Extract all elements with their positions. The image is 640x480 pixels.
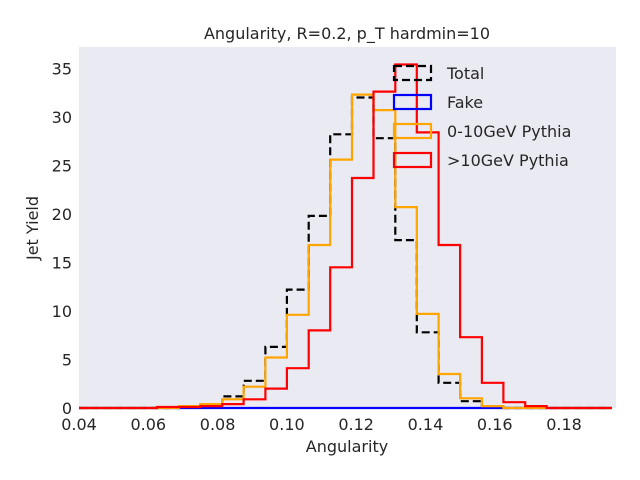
x-tick-label: 0.04 bbox=[61, 415, 97, 434]
x-tick-label: 0.16 bbox=[477, 415, 513, 434]
series-line bbox=[79, 63, 612, 410]
y-tick-label: 5 bbox=[62, 350, 72, 369]
y-tick-label: 35 bbox=[52, 59, 72, 78]
x-axis-label: Angularity bbox=[306, 437, 388, 456]
legend-swatch bbox=[392, 151, 433, 169]
x-axis-ticks: 0.04 0.06 0.08 0.10 0.12 0.14 0.16 0.18 bbox=[61, 415, 582, 434]
x-tick-label: 0.18 bbox=[546, 415, 582, 434]
y-tick-label: 10 bbox=[52, 302, 72, 321]
y-tick-label: 0 bbox=[62, 399, 72, 418]
y-tick-label: 15 bbox=[52, 253, 72, 272]
legend-entry: >10GeV Pythia bbox=[447, 151, 569, 170]
legend-swatch bbox=[392, 93, 433, 111]
x-tick-label: 0.12 bbox=[338, 415, 374, 434]
legend-entry: Total bbox=[446, 64, 484, 83]
y-tick-label: 30 bbox=[52, 108, 72, 127]
plot-background bbox=[79, 47, 616, 408]
legend-swatch bbox=[392, 64, 433, 82]
y-axis-label: Jet Yield bbox=[23, 196, 42, 261]
chart-title: Angularity, R=0.2, p_T hardmin=10 bbox=[204, 24, 490, 44]
y-tick-label: 20 bbox=[52, 205, 72, 224]
legend-entry: 0-10GeV Pythia bbox=[447, 122, 571, 141]
x-tick-label: 0.06 bbox=[130, 415, 166, 434]
legend: Total Fake 0-10GeV Pythia >10GeV Pythia bbox=[392, 64, 571, 170]
y-axis-ticks: 0 5 10 15 20 25 30 35 bbox=[52, 59, 72, 418]
x-tick-label: 0.10 bbox=[269, 415, 305, 434]
y-tick-label: 25 bbox=[52, 156, 72, 175]
legend-swatch bbox=[392, 122, 433, 140]
x-tick-label: 0.08 bbox=[200, 415, 236, 434]
x-tick-label: 0.14 bbox=[408, 415, 444, 434]
series-layer bbox=[79, 63, 612, 410]
plot-area bbox=[79, 47, 616, 410]
legend-entry: Fake bbox=[447, 93, 483, 112]
